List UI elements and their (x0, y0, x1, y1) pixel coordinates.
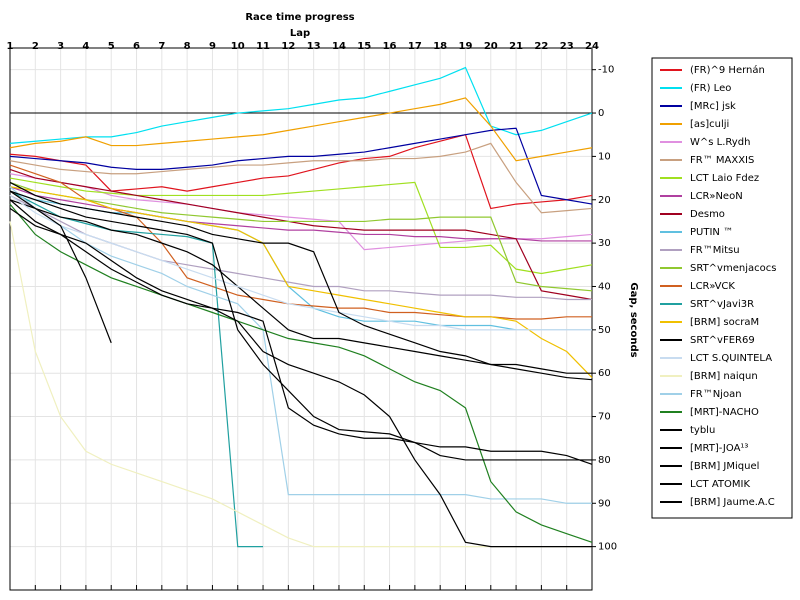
legend-label: (FR) Leo (690, 83, 731, 94)
legend-label: [as]culji (690, 119, 729, 130)
y-tick-label: 10 (598, 151, 611, 162)
series-line (9, 142, 593, 214)
legend-box (651, 57, 793, 519)
series-line (9, 186, 593, 378)
y-tick-label: 100 (598, 542, 617, 553)
legend-label: [MRT]-NACHO (690, 407, 759, 418)
x-tick-label: 14 (332, 41, 346, 52)
legend-label: LCT S.QUINTELA (690, 353, 772, 364)
y-tick-label: 20 (598, 195, 611, 206)
x-tick-label: 3 (57, 41, 64, 52)
series-line (9, 190, 112, 344)
x-axis-label: Lap (290, 28, 310, 39)
y-tick-label: -10 (598, 65, 614, 76)
x-tick-label: 16 (383, 41, 397, 52)
legend-label: LCT Laio Fdez (690, 173, 759, 184)
x-tick-label: 4 (82, 41, 89, 52)
series-line (9, 203, 593, 543)
x-tick-label: 7 (158, 41, 165, 52)
x-tick-label: 12 (281, 41, 295, 52)
legend-label: LCR»VCK (690, 281, 735, 292)
legend-label: [BRM] JMiquel (690, 461, 759, 472)
series-line (9, 199, 593, 465)
series-line (9, 181, 592, 374)
series-line (9, 186, 592, 242)
series-line (9, 97, 593, 162)
x-tick-label: 2 (32, 41, 39, 52)
legend-label: [BRM] socraM (690, 317, 759, 328)
x-tick-label: 10 (231, 41, 245, 52)
y-axis-label: Gap, seconds (628, 282, 639, 357)
series-line (9, 168, 593, 301)
y-tick-label: 50 (598, 325, 611, 336)
chart-title: Race time progress (245, 12, 354, 23)
x-tick-label: 22 (534, 41, 548, 52)
x-tick-label: 23 (560, 41, 574, 52)
x-tick-label: 1 (7, 41, 14, 52)
x-tick-label: 8 (184, 41, 191, 52)
y-tick-label: 70 (598, 412, 611, 423)
x-tick-label: 9 (209, 41, 216, 52)
series-line (9, 190, 592, 461)
y-tick-label: 0 (598, 108, 604, 119)
legend-label: [MRT]-JOA¹³ (690, 443, 748, 454)
x-tick-label: 18 (433, 41, 447, 52)
series-line (9, 66, 593, 144)
legend-label: FR™Mitsu (690, 245, 740, 256)
series-line (9, 177, 593, 275)
legend-label: SRT^vmenjacocs (690, 263, 776, 274)
x-tick-label: 17 (408, 41, 422, 52)
legend-label: FR™Njoan (690, 389, 742, 400)
legend-label: LCR»NeoN (690, 191, 743, 202)
legend-label: LCT ATOMIK (690, 479, 750, 490)
series-line (9, 194, 592, 331)
legend-label: FR™ MAXXIS (690, 155, 754, 166)
x-tick-label: 11 (256, 41, 270, 52)
series-line (9, 207, 592, 548)
series-line (9, 134, 593, 210)
x-tick-label: 15 (357, 41, 371, 52)
legend-label: PUTIN ™ (690, 227, 733, 238)
x-tick-label: 19 (459, 41, 473, 52)
x-tick-label: 21 (509, 41, 523, 52)
x-tick-label: 6 (133, 41, 140, 52)
series-line (9, 199, 593, 381)
y-tick-label: 80 (598, 455, 611, 466)
x-tick-label: 13 (307, 41, 321, 52)
series-line (9, 186, 592, 504)
y-tick-label: 90 (598, 498, 611, 509)
legend-label: [BRM] Jaume.A.C (690, 497, 775, 508)
x-tick-label: 24 (585, 41, 599, 52)
legend-label: tyblu (690, 425, 715, 436)
legend-label: W^s L.Rydh (690, 137, 750, 148)
series-line (9, 127, 593, 205)
legend-label: [BRM] naiqun (690, 371, 758, 382)
series-line (9, 190, 592, 331)
legend-label: SRT^vJavi3R (690, 299, 754, 310)
series-line (9, 190, 264, 548)
series-line (9, 181, 593, 292)
plot-border (9, 47, 593, 591)
y-tick-label: 60 (598, 368, 611, 379)
legend-label: [MRc] jsk (690, 101, 736, 112)
x-tick-label: 20 (484, 41, 498, 52)
legend-label: SRT^vFER69 (690, 335, 755, 346)
y-tick-label: 30 (598, 238, 611, 249)
legend-label: Desmo (690, 209, 725, 220)
legend-label: (FR)^9 Hernán (690, 64, 765, 76)
x-tick-label: 5 (108, 41, 115, 52)
y-tick-label: 40 (598, 281, 611, 292)
